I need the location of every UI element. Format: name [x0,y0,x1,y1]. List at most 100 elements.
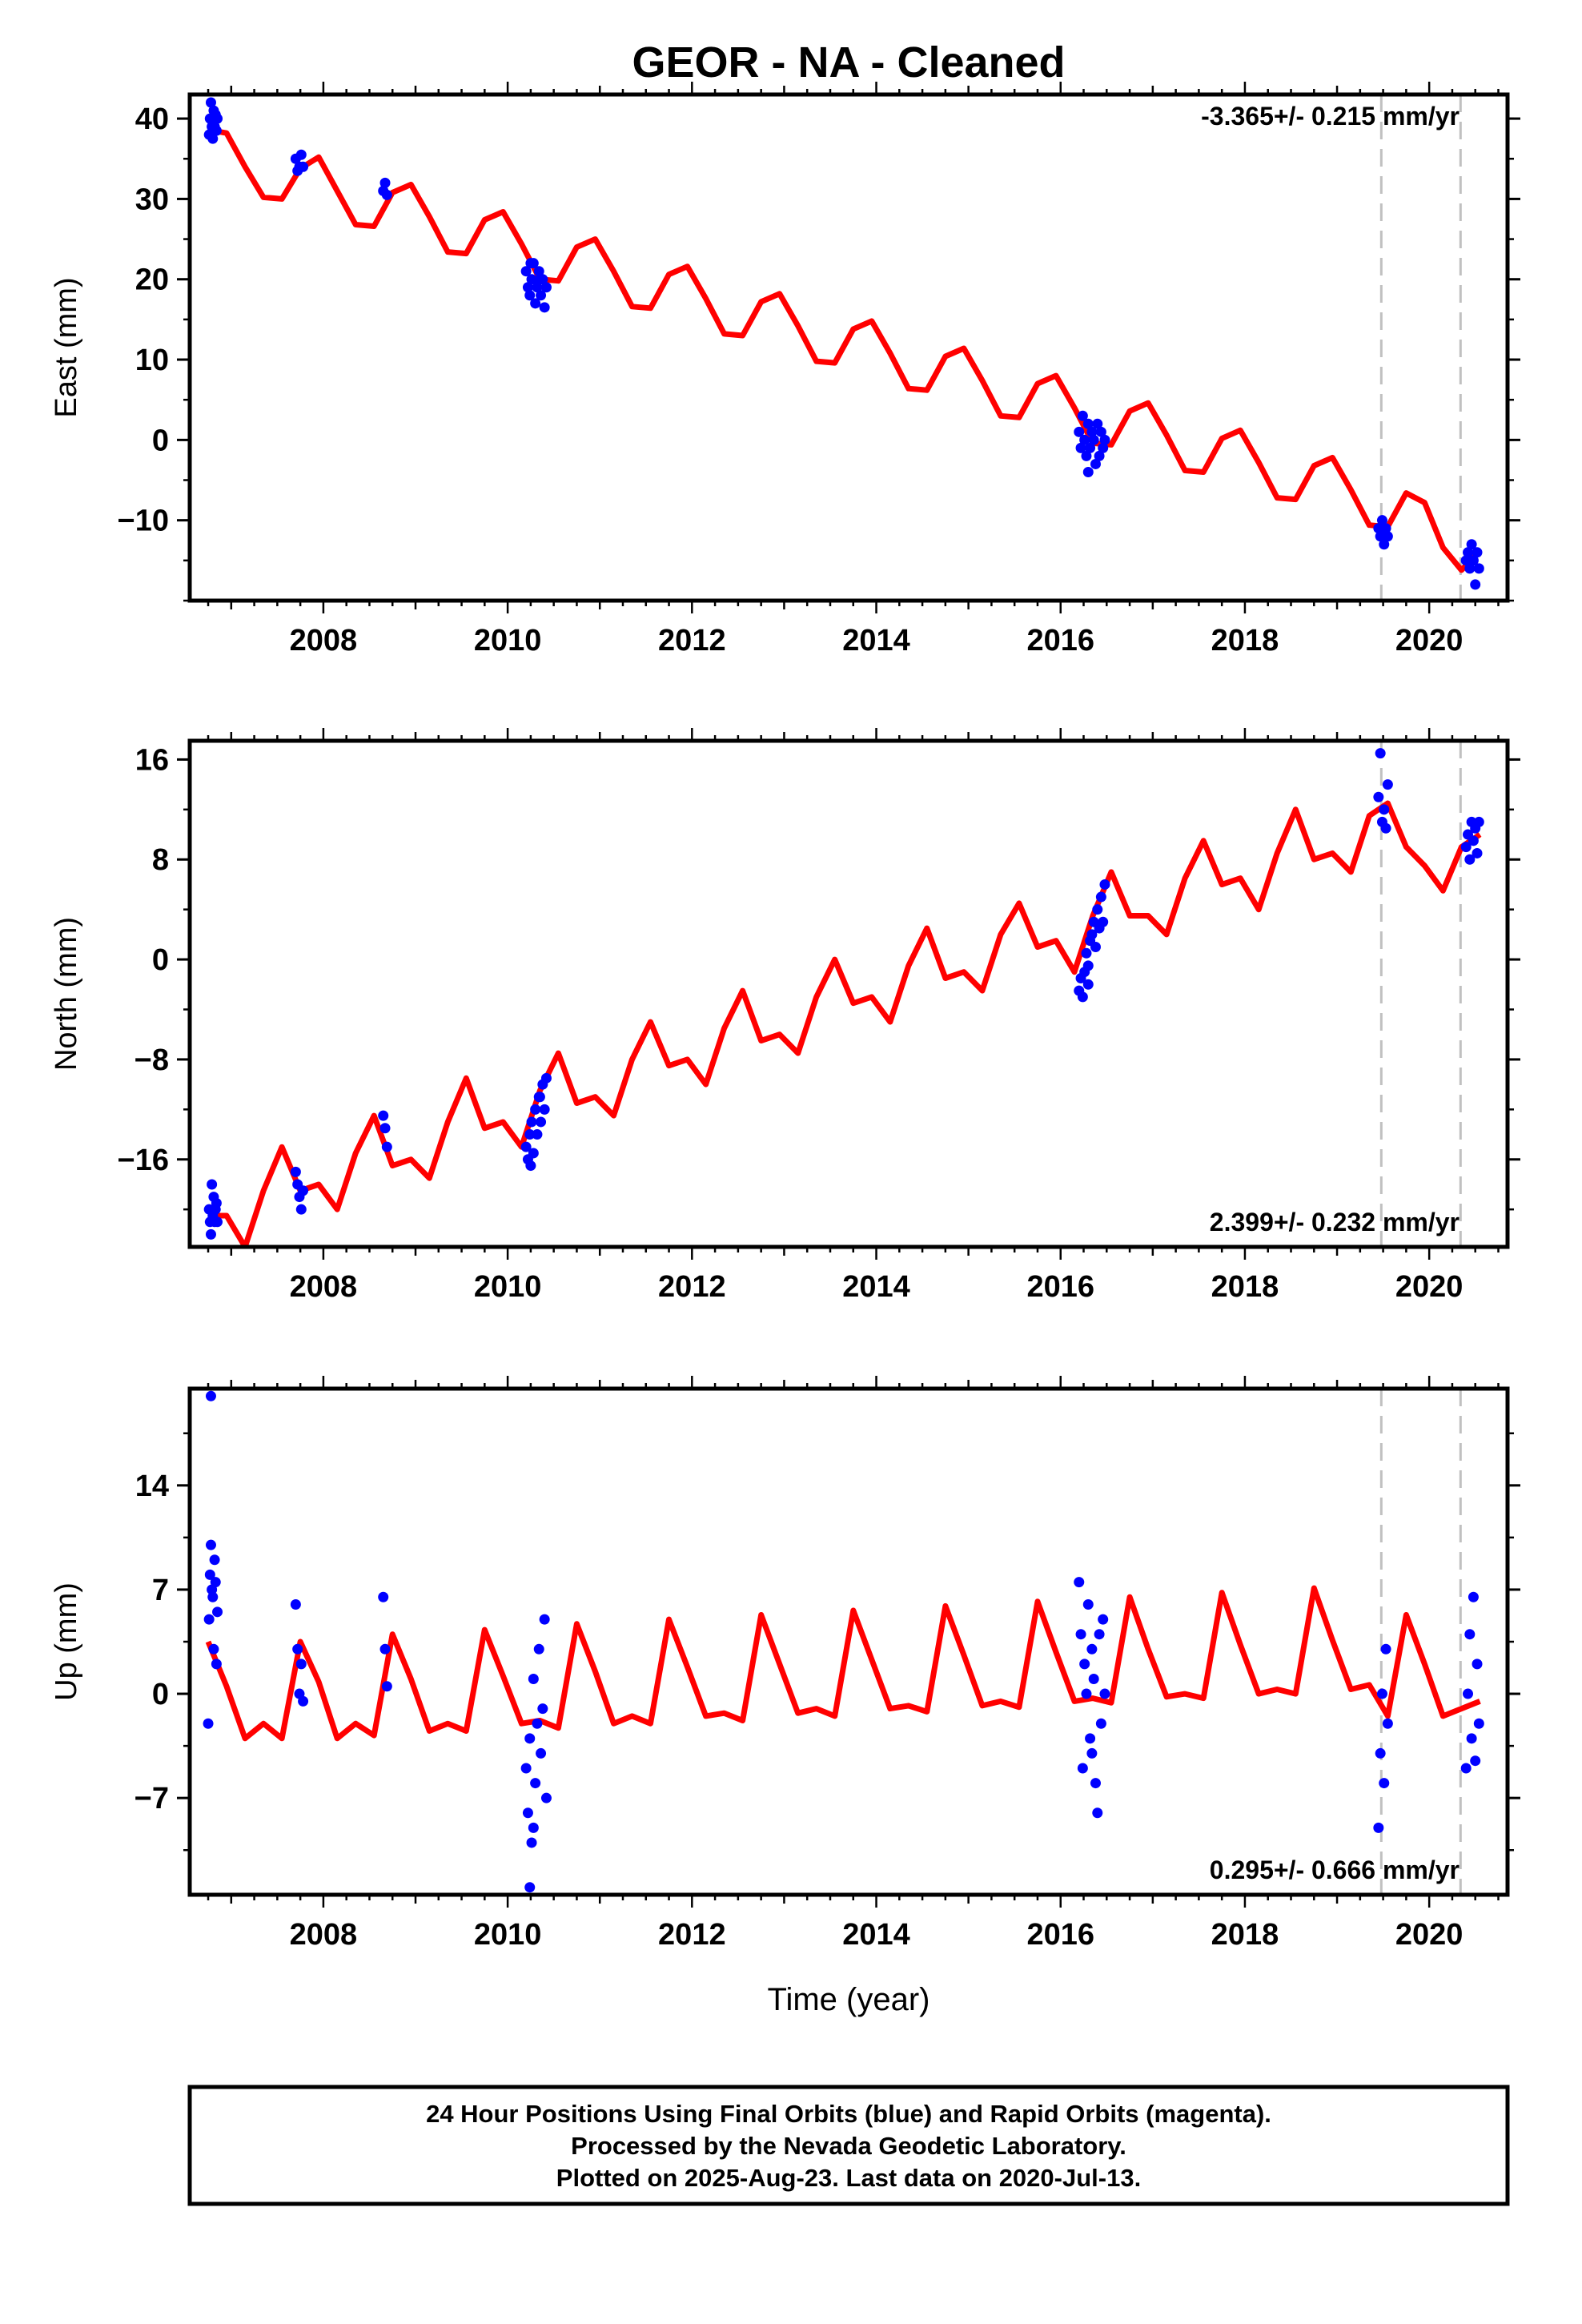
east-x-tick-label: 2016 [1026,624,1094,657]
east-y-tick-label: 0 [152,424,169,457]
up-data-point [524,1882,536,1893]
north-data-point [1380,822,1391,834]
east-data-point [1099,434,1110,445]
north-data-point [528,1148,539,1159]
north-y-tick-label: −8 [135,1043,169,1077]
up-data-point [1075,1629,1086,1640]
east-data-point [1086,426,1098,437]
up-data-point [1473,1718,1484,1729]
up-data-point [530,1778,541,1789]
up-data-point [1472,1659,1483,1670]
north-y-tick-label: −16 [118,1144,169,1177]
north-rate-label: 2.399+/- 0.232 mm/yr [1210,1208,1460,1236]
east-data-point [1092,418,1103,429]
east-data-point [1095,426,1106,437]
east-data-point [520,266,532,277]
up-data-point [1380,1643,1391,1655]
east-data-point [534,274,545,285]
east-data-point [1464,563,1476,574]
up-data-point [528,1673,539,1684]
east-data-point [1074,426,1085,437]
north-y-tick-label: 16 [135,743,169,777]
north-x-tick-label: 2012 [658,1270,726,1304]
up-data-point [1464,1629,1476,1640]
east-y-tick-label: 40 [135,103,169,136]
north-data-point [295,1204,307,1215]
up-data-point [1074,1577,1085,1588]
up-data-point [1088,1673,1099,1684]
north-data-point [207,1179,218,1190]
up-data-point [1081,1688,1092,1699]
east-data-point [1470,579,1481,590]
up-data-point [290,1599,301,1610]
east-data-point [1468,555,1479,566]
east-data-point [1082,418,1094,429]
up-data-point [1463,1688,1474,1699]
up-data-point [1086,1747,1098,1759]
east-data-point [1472,547,1483,558]
east-data-point [1077,410,1088,421]
footer-line-3: Plotted on 2025-Aug-23. Last data on 202… [556,2164,1141,2192]
up-model-line [205,1585,1481,1742]
up-data-point [524,1733,536,1744]
up-data-point [208,1643,219,1655]
east-data-point [536,290,547,301]
east-data-point [1376,515,1387,526]
footer-box [187,2085,1510,2206]
east-y-tick-label: −10 [118,505,169,538]
up-data-point [1468,1591,1479,1602]
chart-title: GEOR - NA - Cleaned [632,38,1065,86]
up-data-point [528,1822,539,1833]
up-y-tick-label: −7 [135,1782,169,1815]
east-data-point [205,97,216,108]
up-data-point [207,1591,219,1602]
east-data-point [524,290,536,301]
east-data-point [1082,466,1094,477]
up-data-point [522,1807,533,1819]
footer-line-2: Processed by the Nevada Geodetic Laborat… [571,2132,1126,2160]
east-data-point [212,113,223,124]
east-data-point [379,177,391,188]
east-data-point [1088,434,1099,445]
north-data-point [534,1092,545,1103]
north-data-point [530,1104,541,1115]
north-data-point [1382,779,1393,790]
up-y-axis-label: Up (mm) [50,1582,83,1701]
north-data-point [1092,904,1103,915]
east-data-point [539,302,550,313]
east-data-point [1463,547,1474,558]
east-model-line [207,127,1483,573]
up-data-point [1092,1807,1103,1819]
north-y-tick-label: 8 [152,843,169,877]
east-x-tick-label: 2020 [1395,624,1464,657]
up-data-point [211,1659,222,1670]
east-x-tick-label: 2018 [1211,624,1279,657]
east-data-point [1473,563,1484,574]
east-data-point [1380,523,1391,534]
up-data-point [1086,1643,1098,1655]
north-data-point [378,1110,389,1121]
up-x-tick-label: 2014 [842,1918,910,1952]
east-rate-label: -3.365+/- 0.215 mm/yr [1201,102,1460,131]
up-data-point [520,1763,532,1774]
up-data-point [1373,1822,1384,1833]
east-data-point [526,274,537,285]
up-x-tick-label: 2020 [1395,1918,1464,1952]
up-data-point [210,1577,221,1588]
north-data-point [536,1116,547,1128]
up-y-tick-label: 0 [152,1678,169,1711]
up-x-tick-label: 2010 [474,1918,542,1952]
up-data-point [1470,1755,1481,1767]
east-data-point [1373,523,1384,534]
north-x-tick-label: 2008 [290,1270,358,1304]
up-x-tick-label: 2016 [1026,1918,1094,1952]
up-data-point [381,1681,392,1692]
north-plot-frame [187,738,1510,1249]
up-data-point [540,1792,552,1803]
north-x-tick-label: 2014 [842,1270,910,1304]
east-data-point [533,266,544,277]
east-y-axis-label: East (mm) [50,277,83,417]
north-data-point [290,1166,301,1177]
up-data-point [298,1695,309,1707]
north-data-point [1464,854,1476,865]
